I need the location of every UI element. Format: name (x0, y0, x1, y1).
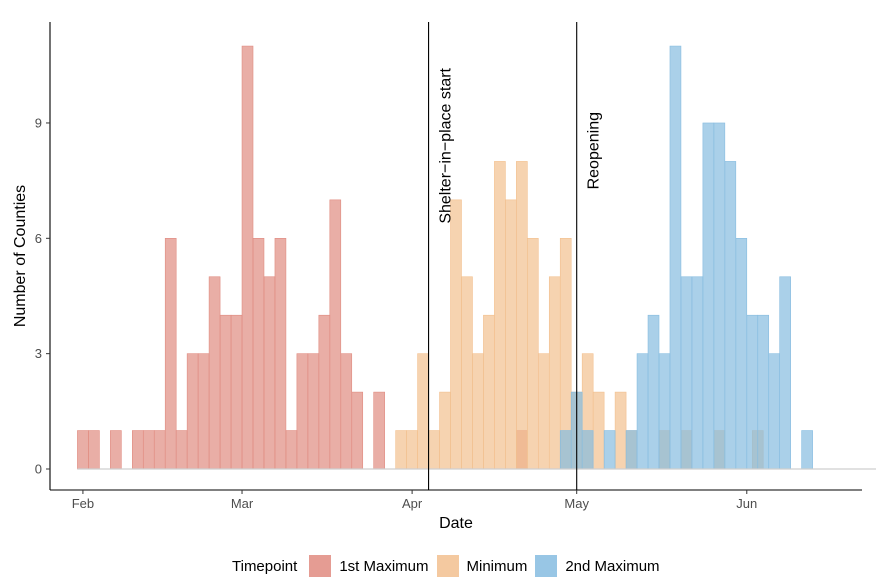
bar-2nd-maximum-2020-05-30 (735, 238, 748, 470)
bar-2nd-maximum-2020-05-28 (724, 161, 737, 470)
x-tick-label-jun: Jun (736, 496, 757, 511)
x-tick-label-apr: Apr (402, 496, 423, 511)
bar-2nd-maximum-2020-06-11 (801, 430, 813, 470)
bar-1st-maximum-2020-03-17 (329, 199, 342, 470)
legend-label-1st-maximum: 1st Maximum (339, 557, 429, 575)
vline-label-reopening: Reopening (586, 112, 603, 189)
bar-1st-maximum-2020-03-03 (252, 238, 265, 470)
bar-minimum-2020-03-29 (395, 430, 407, 470)
bar-1st-maximum-2020-03-13 (307, 353, 320, 470)
legend: Timepoint 1st Maximum Minimum 2nd Maximu… (0, 552, 876, 580)
bar-1st-maximum-2020-03-05 (263, 276, 276, 470)
bar-minimum-2020-05-08 (614, 391, 627, 470)
bar-2nd-maximum-2020-05-14 (647, 314, 660, 470)
bar-minimum-2020-04-10 (461, 276, 473, 470)
bar-1st-maximum-2020-02-14 (153, 430, 166, 470)
vline-label-shelter-in-place-start: Shelter−in−place start (438, 67, 455, 223)
bar-2nd-maximum-2020-05-12 (636, 353, 649, 470)
legend-key-1st-maximum (309, 555, 332, 577)
bar-minimum-2020-04-06 (439, 391, 451, 470)
bar-2nd-maximum-2020-06-03 (757, 314, 770, 470)
bar-minimum-2020-04-20 (516, 161, 528, 470)
legend-key-minimum (436, 555, 459, 577)
bar-minimum-2020-04-26 (548, 276, 561, 470)
bar-2nd-maximum-2020-05-10 (625, 430, 638, 470)
bar-1st-maximum-2020-03-21 (351, 391, 364, 470)
bar-2nd-maximum-2020-05-26 (713, 122, 726, 470)
reference-lines: Shelter−in−place start Reopening (428, 22, 603, 490)
bar-1st-maximum-2020-03-11 (296, 353, 309, 470)
bar-minimum-2020-04-02 (417, 353, 429, 470)
legend-item-1st-maximum: 1st Maximum (309, 555, 429, 577)
bar-2nd-maximum-2020-06-07 (779, 276, 791, 470)
bar-1st-maximum-2020-03-25 (373, 391, 385, 470)
bar-2nd-maximum-2020-05-16 (658, 353, 671, 470)
legend-key-2nd-maximum (535, 555, 558, 577)
bar-1st-maximum-2020-02-24 (208, 276, 221, 470)
bar-2nd-maximum-2020-05-22 (691, 276, 704, 470)
x-tick-label-may: May (564, 496, 589, 511)
bar-minimum-2020-04-16 (494, 161, 506, 470)
y-tick-label-3: 3 (35, 346, 42, 361)
bar-minimum-2020-03-31 (406, 430, 418, 470)
bar-minimum-2020-04-14 (483, 314, 495, 470)
bar-1st-maximum-2020-02-20 (186, 353, 199, 470)
bar-2nd-maximum-2020-06-05 (768, 353, 780, 470)
bar-1st-maximum-2020-02-02 (88, 430, 100, 470)
bar-1st-maximum-2020-03-01 (241, 45, 254, 470)
bar-1st-maximum-2020-02-16 (164, 238, 177, 470)
y-tick-label-0: 0 (35, 462, 42, 477)
x-tick-label-mar: Mar (231, 496, 254, 511)
y-tick-label-9: 9 (35, 115, 42, 130)
legend-title: Timepoint (232, 557, 298, 575)
bar-minimum-2020-04-18 (505, 199, 517, 470)
bar-1st-maximum-2020-03-19 (340, 353, 353, 470)
bar-1st-maximum-2020-02-10 (132, 430, 144, 470)
bar-minimum-2020-04-12 (472, 353, 484, 470)
bar-minimum-2020-05-04 (592, 391, 605, 470)
bar-1st-maximum-2020-01-31 (77, 430, 89, 470)
series-2nd-maximum (559, 45, 813, 470)
legend-item-2nd-maximum: 2nd Maximum (535, 555, 660, 577)
x-tick-label-feb: Feb (72, 496, 94, 511)
bar-1st-maximum-2020-02-06 (110, 430, 122, 470)
bar-2nd-maximum-2020-05-06 (603, 430, 616, 470)
bar-1st-maximum-2020-02-22 (197, 353, 210, 470)
bar-1st-maximum-2020-03-09 (285, 430, 298, 470)
bar-1st-maximum-2020-02-18 (175, 430, 188, 470)
bar-minimum-2020-04-04 (428, 430, 440, 470)
y-axis-title: Number of Counties (12, 185, 29, 327)
bar-2nd-maximum-2020-05-20 (680, 276, 693, 470)
bar-2nd-maximum-2020-05-18 (669, 45, 682, 470)
legend-label-2nd-maximum: 2nd Maximum (565, 557, 660, 575)
bar-1st-maximum-2020-03-07 (274, 238, 287, 470)
series-1st-maximum (77, 45, 528, 470)
bar-minimum-2020-04-22 (527, 238, 539, 470)
x-axis-title: Date (439, 515, 473, 532)
bar-2nd-maximum-2020-05-24 (702, 122, 715, 470)
histogram-chart: Shelter−in−place start Reopening 0 3 6 9 Feb M… (12, 22, 876, 532)
bar-2nd-maximum-2020-06-01 (746, 314, 759, 470)
bar-1st-maximum-2020-02-26 (219, 314, 232, 470)
y-tick-label-6: 6 (35, 231, 42, 246)
legend-label-minimum: Minimum (466, 557, 528, 575)
axes: 0 3 6 9 Feb Mar Apr May Jun (35, 22, 862, 511)
bar-1st-maximum-2020-03-15 (318, 314, 331, 470)
bar-1st-maximum-2020-02-12 (142, 430, 155, 470)
bar-1st-maximum-2020-02-28 (230, 314, 243, 470)
bar-minimum-2020-04-24 (537, 353, 550, 470)
bar-2nd-maximum-2020-05-02 (581, 430, 594, 470)
bar-minimum-2020-04-08 (450, 199, 462, 470)
bar-2nd-maximum-2020-04-28 (559, 430, 572, 470)
legend-inner: Timepoint 1st Maximum Minimum 2nd Maximu… (232, 552, 668, 580)
legend-item-minimum: Minimum (436, 555, 528, 577)
